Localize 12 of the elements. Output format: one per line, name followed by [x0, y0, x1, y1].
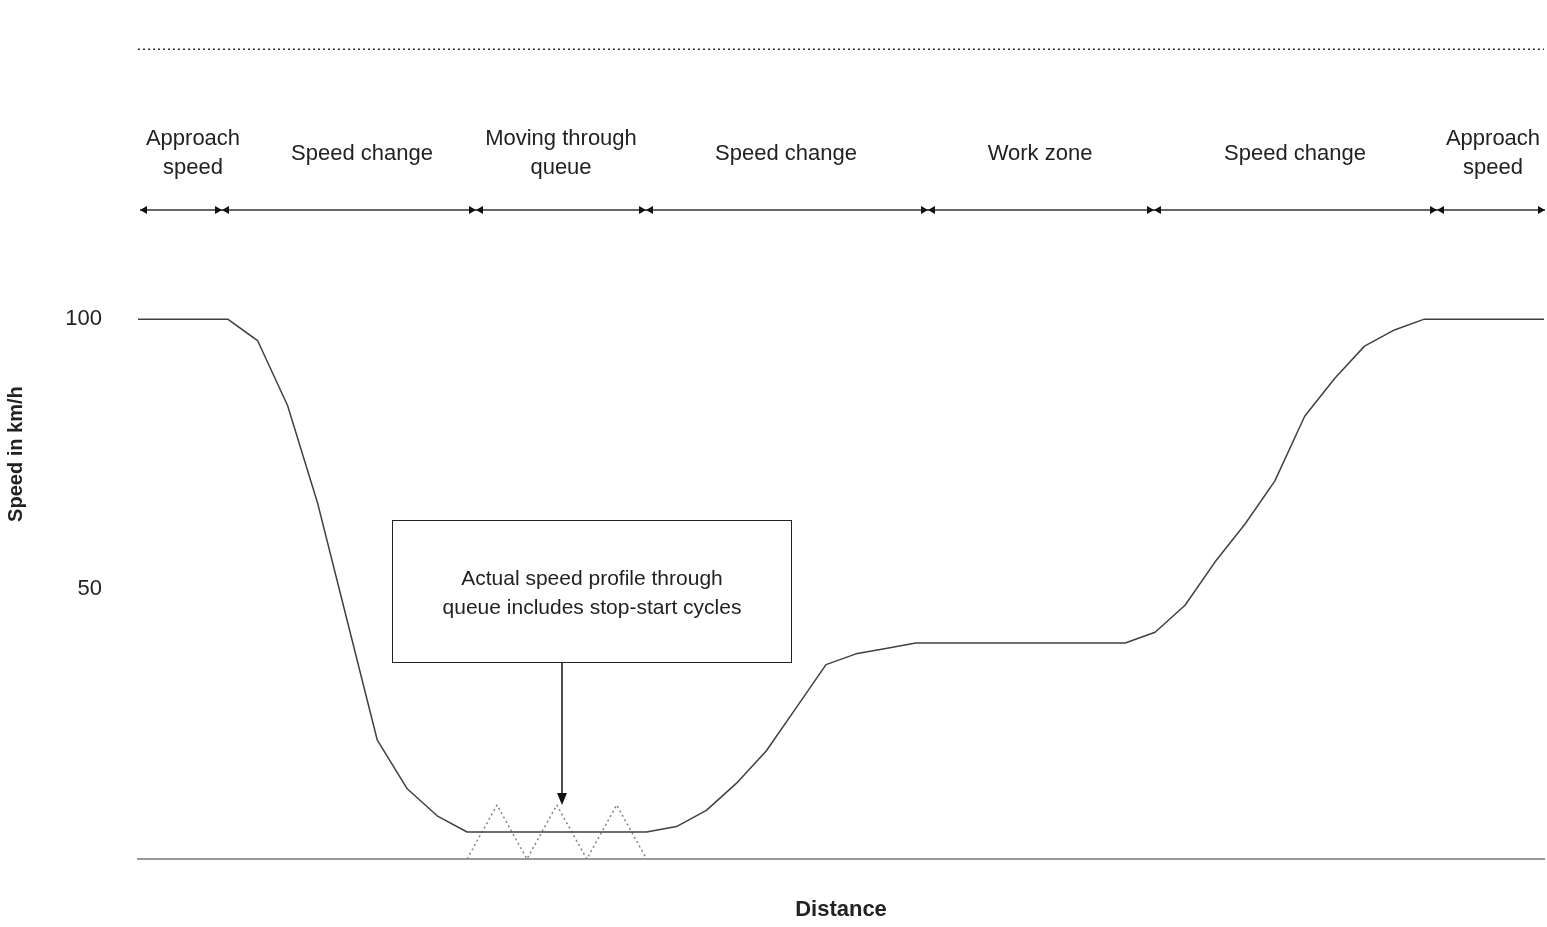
- annotation: Moving through queue: [484, 124, 638, 181]
- annotation: Speed change: [1223, 138, 1367, 167]
- annotation: Work zone: [986, 138, 1094, 167]
- y-axis-title: Speed in km/h: [3, 386, 26, 522]
- callout-box: Actual speed profile through queue includes stop-start cycles: [392, 520, 792, 663]
- annotation: Approach speed: [1444, 124, 1542, 181]
- y-tick-label: 50: [77, 575, 102, 601]
- annotation: Speed change: [714, 138, 858, 167]
- y-tick-label: 100: [65, 305, 102, 331]
- annotation: Approach speed: [144, 124, 242, 181]
- x-axis-title: Distance: [795, 895, 887, 921]
- annotation: Speed change: [290, 138, 434, 167]
